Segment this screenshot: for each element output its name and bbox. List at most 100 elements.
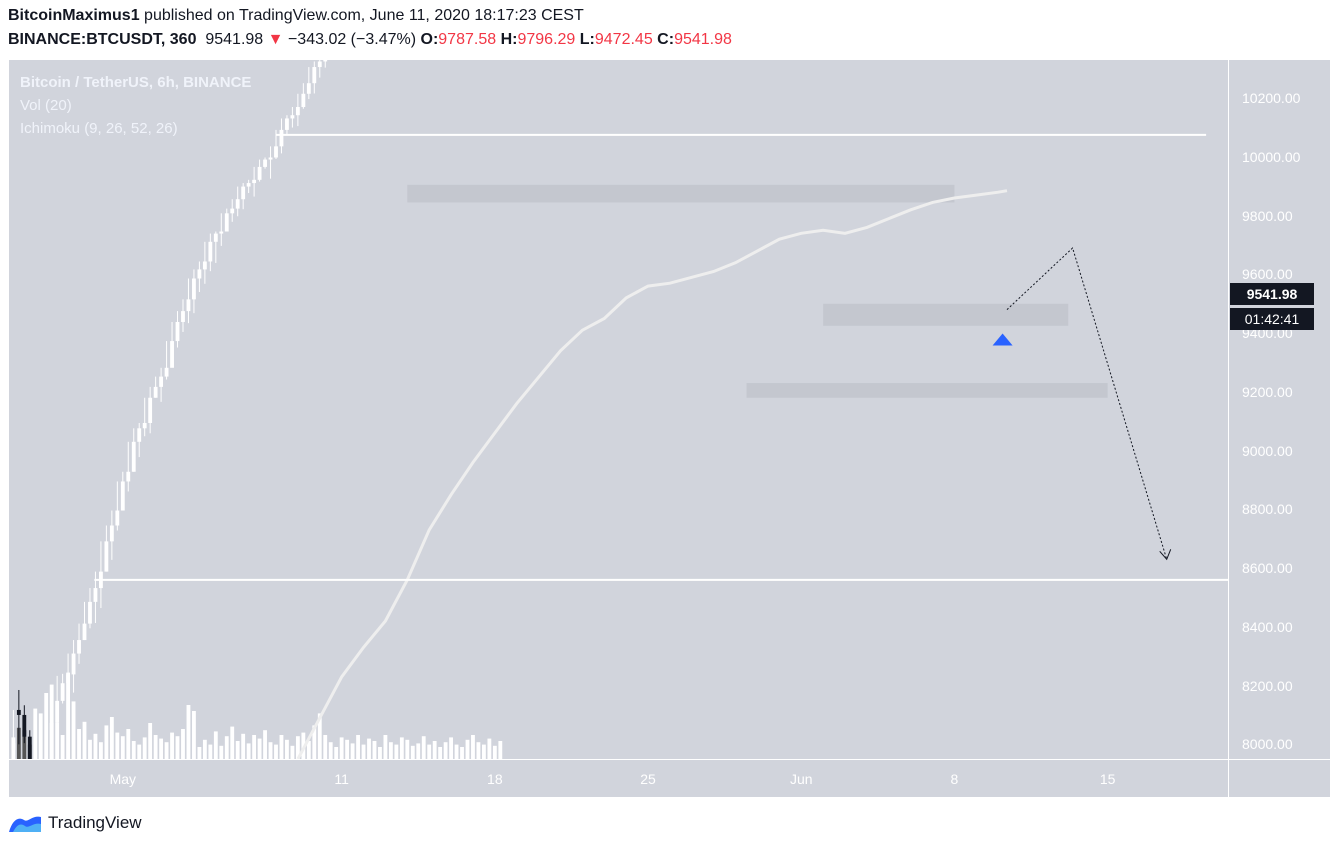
price-tick: 8600.00 bbox=[1242, 560, 1293, 577]
price-axis-border bbox=[1228, 60, 1229, 797]
volume-bar bbox=[328, 742, 333, 759]
volume-bar bbox=[449, 737, 453, 759]
candle-body bbox=[317, 61, 322, 68]
volume-bar bbox=[432, 741, 437, 759]
candle-body bbox=[192, 278, 196, 300]
candle-body bbox=[88, 601, 92, 624]
last-price: 9541.98 bbox=[205, 31, 264, 48]
open-value: 9787.58 bbox=[438, 31, 497, 48]
volume-bar bbox=[388, 742, 393, 759]
price-tick: 8200.00 bbox=[1242, 677, 1293, 694]
volume-bar bbox=[235, 741, 240, 759]
price-tick: 10200.00 bbox=[1242, 90, 1301, 107]
volume-bar bbox=[33, 708, 38, 759]
candle-body bbox=[202, 261, 207, 270]
candle-body bbox=[257, 166, 262, 180]
candle-body bbox=[213, 233, 218, 242]
price-tick: 10000.00 bbox=[1242, 148, 1301, 165]
volume-bar bbox=[202, 739, 207, 759]
volume-bar bbox=[427, 744, 432, 759]
time-tick: 18 bbox=[487, 771, 503, 787]
legend-ichimoku[interactable]: Ichimoku (9, 26, 52, 26) bbox=[20, 120, 178, 137]
symbol-label: BINANCE:BTCUSDT, 360 bbox=[8, 31, 197, 48]
candle-body bbox=[252, 179, 257, 184]
candle-body bbox=[11, 743, 16, 750]
volume-bar bbox=[164, 742, 169, 759]
candle-body bbox=[301, 93, 306, 107]
volume-bar bbox=[290, 745, 295, 759]
volume-bar bbox=[263, 730, 267, 759]
volume-bar bbox=[120, 736, 125, 759]
volume-bar bbox=[460, 747, 464, 759]
low-value: 9472.45 bbox=[594, 31, 653, 48]
volume-bar bbox=[22, 730, 27, 759]
projection-path bbox=[1006, 247, 1168, 560]
candle-body bbox=[22, 714, 27, 737]
candle-body bbox=[71, 653, 76, 675]
candle-body bbox=[241, 186, 246, 200]
time-axis[interactable]: May 11 18 25 Jun 8 15 bbox=[9, 759, 1228, 797]
candle-body bbox=[49, 722, 54, 759]
volume-bar bbox=[350, 743, 355, 759]
volume-bar bbox=[394, 744, 399, 759]
ohlc-line: BINANCE:BTCUSDT, 360 9541.98 ▼ −343.02 (… bbox=[8, 31, 732, 49]
candle-body bbox=[246, 183, 251, 187]
time-tick: 11 bbox=[334, 771, 349, 787]
buy-marker-icon bbox=[992, 333, 1013, 346]
volume-bar bbox=[361, 744, 366, 759]
price-tick: 9200.00 bbox=[1242, 383, 1293, 400]
chart-svg[interactable] bbox=[9, 60, 1228, 759]
candle-body bbox=[224, 213, 229, 232]
time-axis-border bbox=[9, 759, 1330, 760]
volume-bar bbox=[159, 738, 164, 759]
volume-bar bbox=[197, 747, 202, 759]
legend-title[interactable]: Bitcoin / TetherUS, 6h, BINANCE bbox=[20, 74, 252, 91]
chart-plot-area[interactable]: Bitcoin / TetherUS, 6h, BINANCE Vol (20)… bbox=[9, 60, 1228, 759]
volume-bar bbox=[312, 725, 317, 759]
volume-bar bbox=[192, 711, 196, 759]
candle-body bbox=[77, 640, 81, 654]
candle-body bbox=[312, 67, 317, 84]
volume-bar bbox=[476, 742, 481, 759]
publish-info: BitcoinMaximus1 published on TradingView… bbox=[8, 7, 584, 25]
volume-bar bbox=[498, 741, 503, 759]
candle-body bbox=[109, 525, 114, 542]
tradingview-footer[interactable]: TradingView bbox=[8, 810, 142, 836]
tradingview-brand[interactable]: TradingView bbox=[48, 813, 142, 832]
volume-bar bbox=[153, 735, 158, 759]
volume-bar bbox=[88, 739, 92, 759]
author-name[interactable]: BitcoinMaximus1 bbox=[8, 7, 140, 24]
volume-bar bbox=[137, 744, 142, 759]
candle-body bbox=[164, 367, 169, 377]
candle-body bbox=[159, 376, 164, 387]
volume-bar bbox=[317, 713, 322, 759]
volume-bar bbox=[60, 735, 65, 759]
price-tick: 8400.00 bbox=[1242, 618, 1293, 635]
volume-bar bbox=[208, 744, 213, 759]
volume-bar bbox=[181, 729, 185, 759]
volume-bar bbox=[399, 737, 404, 759]
time-tick: 25 bbox=[640, 771, 656, 787]
legend-volume[interactable]: Vol (20) bbox=[20, 97, 72, 114]
price-axis[interactable]: 10200.00 10000.00 9800.00 9600.00 9400.00 920… bbox=[1228, 60, 1330, 759]
candle-body bbox=[197, 269, 202, 279]
zone-1 bbox=[823, 303, 1069, 326]
volume-bar bbox=[268, 742, 273, 759]
volume-bar bbox=[224, 736, 229, 759]
candle-body bbox=[175, 321, 180, 342]
volume-bar bbox=[421, 736, 426, 759]
candle-body bbox=[115, 510, 120, 526]
volume-bar bbox=[104, 725, 109, 759]
published-text: published on TradingView.com, June 11, 2… bbox=[144, 7, 584, 24]
volume-bar bbox=[93, 733, 98, 759]
candle-body bbox=[323, 60, 328, 62]
price-tick: 9000.00 bbox=[1242, 442, 1293, 459]
volume-bar bbox=[383, 735, 388, 759]
down-arrow-icon: ▼ bbox=[267, 31, 284, 48]
volume-bar bbox=[339, 737, 344, 759]
volume-bar bbox=[148, 723, 153, 759]
volume-bar bbox=[323, 735, 328, 759]
last-price-label: 9541.98 bbox=[1230, 283, 1314, 305]
volume-bar bbox=[487, 738, 492, 759]
time-tick: 8 bbox=[950, 771, 959, 787]
